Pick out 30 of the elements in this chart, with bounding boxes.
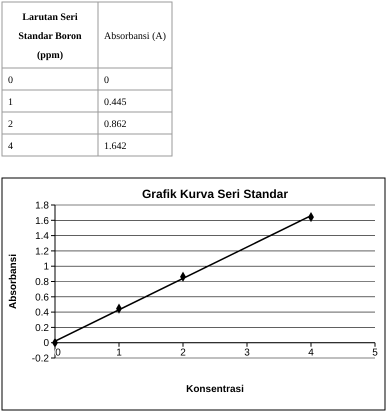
y-tick-label: 1.6 bbox=[35, 216, 50, 227]
x-tick-label: 1 bbox=[116, 348, 122, 359]
y-tick-label: 0.4 bbox=[35, 308, 50, 319]
text: 1.642 bbox=[104, 141, 126, 152]
x-tick-label: 4 bbox=[308, 348, 314, 359]
text: 0.445 bbox=[104, 97, 126, 108]
text: 0 bbox=[104, 75, 109, 86]
text: Absorbansi (A) bbox=[104, 31, 166, 42]
x-tick-label: 3 bbox=[244, 348, 250, 359]
y-tick-label: 1.4 bbox=[35, 231, 50, 242]
y-axis-title: Absorbansi bbox=[8, 254, 19, 310]
x-axis-title: Konsentrasi bbox=[186, 384, 244, 395]
y-tick-label: 0.2 bbox=[35, 322, 50, 334]
x-tick-label: 0 bbox=[55, 348, 62, 359]
text: 0.862 bbox=[104, 119, 126, 130]
y-tick-label: 0.8 bbox=[35, 277, 50, 288]
y-tick-label: 1.8 bbox=[35, 200, 50, 212]
text: 1 bbox=[8, 97, 13, 108]
x-tick-label: 5 bbox=[372, 348, 378, 359]
y-tick-label: 1 bbox=[43, 262, 50, 273]
y-tick-label: -0.2 bbox=[32, 354, 50, 364]
text: 0 bbox=[8, 75, 13, 86]
y-tick-label: 0 bbox=[43, 338, 50, 350]
chart-title: Grafik Kurva Seri Standar bbox=[142, 187, 288, 201]
text: Larutan Seri Standar Boron (ppm) bbox=[18, 12, 82, 61]
y-tick-label: 1.2 bbox=[35, 246, 50, 258]
y-tick-label: 0.6 bbox=[35, 292, 50, 304]
text: 2 bbox=[8, 119, 13, 130]
text: 4 bbox=[8, 141, 13, 152]
x-tick-label: 2 bbox=[180, 348, 186, 359]
